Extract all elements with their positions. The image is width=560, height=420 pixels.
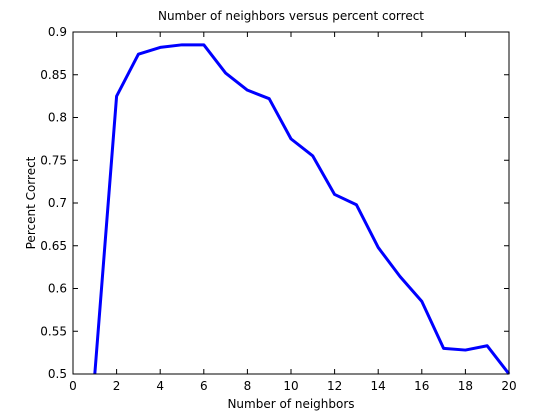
y-tick-label: 0.8 — [48, 111, 67, 125]
y-tick-label: 0.7 — [48, 196, 67, 210]
x-tick-label: 16 — [414, 379, 429, 393]
x-tick-label: 0 — [69, 379, 77, 393]
x-tick-label: 10 — [283, 379, 298, 393]
chart-title: Number of neighbors versus percent corre… — [158, 9, 424, 23]
x-tick-label: 4 — [156, 379, 164, 393]
plot-area — [73, 32, 509, 374]
y-tick-label: 0.6 — [48, 282, 67, 296]
series-line — [93, 43, 511, 375]
x-tick-label: 6 — [200, 379, 208, 393]
y-tick-label: 0.55 — [40, 324, 67, 338]
x-tick-label: 14 — [371, 379, 386, 393]
y-tick-label: 0.9 — [48, 25, 67, 39]
x-tick-label: 18 — [458, 379, 473, 393]
x-tick-label: 20 — [501, 379, 516, 393]
y-tick-label: 0.75 — [40, 153, 67, 167]
y-tick-label: 0.5 — [48, 367, 67, 381]
x-tick-label: 2 — [113, 379, 121, 393]
x-tick-label: 12 — [327, 379, 342, 393]
tick-labels: 0 2 4 6 8 10 12 14 16 18 20 0.5 0.55 0.6 0.65 0.7 0.75 0.… — [40, 25, 516, 393]
x-tick-label: 8 — [244, 379, 252, 393]
y-tick-label: 0.85 — [40, 68, 67, 82]
y-tick-label: 0.65 — [40, 239, 67, 253]
y-axis-label: Percent Correct — [24, 156, 38, 249]
plot-frame — [72, 31, 510, 375]
x-axis-label: Number of neighbors — [227, 397, 354, 411]
